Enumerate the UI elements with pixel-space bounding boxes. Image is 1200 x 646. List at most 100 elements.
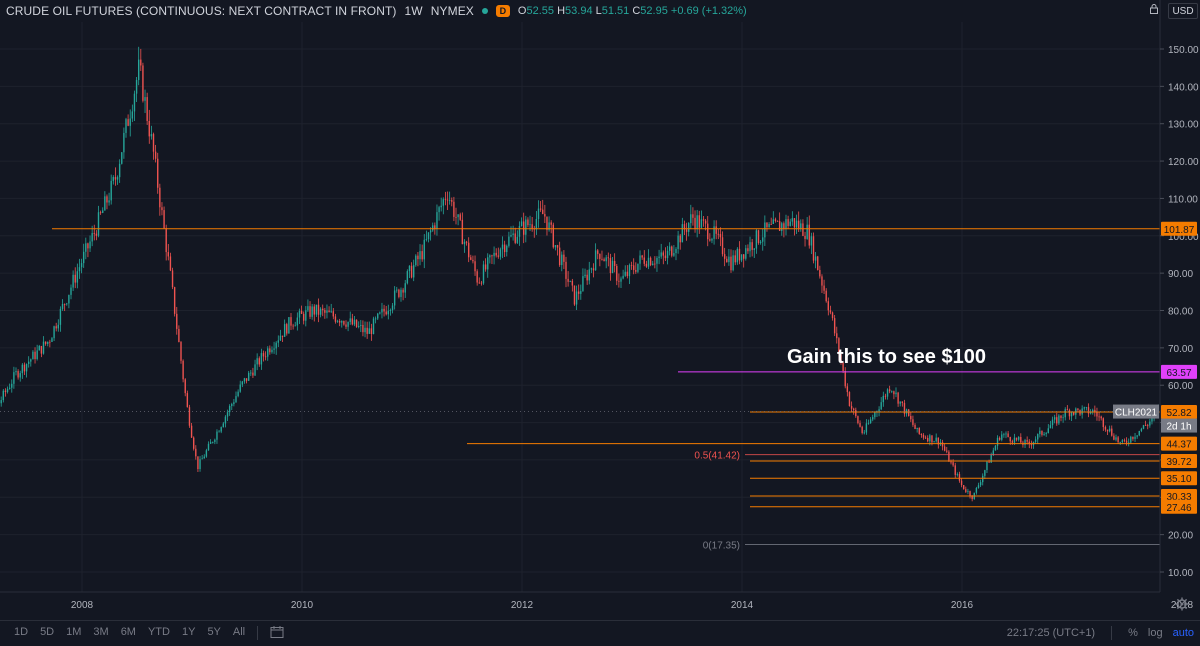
candle-body (362, 324, 364, 333)
range-1y[interactable]: 1Y (181, 626, 196, 638)
candle-body (1098, 416, 1100, 418)
candle-body (825, 290, 827, 302)
candle-body (539, 208, 542, 210)
candle-body (607, 257, 610, 259)
candle-body (42, 341, 45, 354)
candle-body (857, 416, 859, 424)
candle-body (622, 275, 624, 279)
candle-body (1085, 407, 1088, 408)
level-price-tag-bg (1161, 499, 1197, 514)
candle-body (188, 407, 191, 426)
percent-toggle[interactable]: % (1128, 627, 1138, 639)
candle-body (1053, 417, 1056, 420)
lock-icon[interactable] (1150, 4, 1158, 14)
level-price-tag: 63.57 (1166, 368, 1191, 379)
exchange-label: NYMEX (430, 4, 474, 18)
candle-body (140, 59, 142, 66)
candle-body (391, 305, 394, 311)
candle-body (372, 318, 375, 334)
candle-body (8, 387, 11, 389)
candle-body (283, 324, 286, 337)
candle-body (512, 233, 514, 235)
candle-body (793, 218, 796, 228)
candle-body (649, 257, 652, 266)
candle-body (1142, 425, 1145, 429)
clock[interactable]: 22:17:25 (UTC+1) (1006, 627, 1096, 639)
interval-label[interactable]: 1W (404, 4, 423, 18)
candle-body (861, 426, 863, 433)
candle-body (1151, 418, 1153, 422)
candle-body (548, 222, 550, 230)
price-tick-label: 10.00 (1168, 568, 1193, 579)
candle-body (487, 257, 489, 270)
candle-body (907, 409, 910, 416)
candle-body (635, 269, 637, 272)
candle-body (641, 255, 643, 258)
candle-body (493, 252, 495, 257)
candle-body (836, 333, 838, 339)
candle-body (630, 265, 633, 266)
candle-body (592, 268, 595, 271)
fib-level-label: 0(17.35) (703, 541, 740, 552)
candle-body (969, 491, 971, 497)
level-price-tag-bg (1161, 471, 1197, 486)
candle-body (127, 119, 129, 126)
candle-body (87, 243, 89, 249)
candle-body (829, 310, 832, 313)
range-all[interactable]: All (232, 626, 246, 638)
price-tick-label: 60.00 (1168, 381, 1193, 392)
toolbar-right: 22:17:25 (UTC+1) % log auto (1007, 626, 1194, 640)
symbol-title[interactable]: CRUDE OIL FUTURES (CONTINUOUS: NEXT CONT… (6, 4, 397, 18)
candle-body (415, 255, 417, 266)
candle-body (1132, 436, 1134, 439)
candle-body (279, 335, 282, 341)
candle-body (914, 424, 916, 429)
candle-body (962, 485, 965, 490)
candle-body (624, 271, 626, 276)
candle-body (288, 317, 290, 334)
candle-body (762, 237, 764, 242)
candle-body (429, 230, 432, 233)
candle-body (865, 423, 868, 433)
range-5d[interactable]: 5D (40, 626, 55, 638)
candle-body (171, 270, 174, 288)
candle-body (436, 212, 438, 229)
candle-body (772, 219, 775, 225)
candle-body (95, 233, 98, 236)
candle-body (888, 389, 891, 392)
candle-body (552, 224, 555, 248)
candle-body (114, 177, 117, 180)
calendar-goto-icon[interactable] (270, 626, 284, 638)
candle-body (1077, 408, 1079, 410)
range-6m[interactable]: 6M (120, 626, 136, 638)
candle-body (869, 419, 872, 424)
candle-body (1089, 412, 1092, 414)
candle-body (245, 378, 248, 381)
candle-body (495, 252, 497, 256)
candle-body (1024, 440, 1026, 445)
price-chart[interactable]: 0.5(41.42)0(17.35) 10.0020.0030.0040.005… (0, 0, 1200, 620)
range-1m[interactable]: 1M (66, 626, 82, 638)
candle-body (419, 251, 421, 260)
candle-body (713, 226, 715, 239)
level-price-tag: 27.46 (1166, 503, 1191, 514)
candle-body (427, 232, 430, 240)
time-axis[interactable]: 2008201020122014201620182020202220242026 (0, 591, 1200, 611)
currency-button[interactable]: USD (1168, 3, 1198, 19)
candle-body (269, 348, 271, 353)
candle-body (203, 456, 205, 459)
range-1d[interactable]: 1D (14, 626, 29, 638)
candle-body (603, 259, 605, 262)
range-5y[interactable]: 5Y (207, 626, 221, 638)
candle-body (21, 364, 24, 374)
candle-body (656, 257, 658, 264)
candle-body (209, 442, 212, 444)
chart-annotation[interactable]: Gain this to see $100 (787, 346, 986, 368)
gear-icon[interactable] (1175, 597, 1189, 611)
auto-toggle[interactable]: auto (1172, 627, 1194, 639)
candle-body (990, 454, 992, 463)
candle-body (63, 304, 66, 305)
log-toggle[interactable]: log (1147, 627, 1163, 639)
range-ytd[interactable]: YTD (147, 626, 170, 638)
range-3m[interactable]: 3M (93, 626, 109, 638)
